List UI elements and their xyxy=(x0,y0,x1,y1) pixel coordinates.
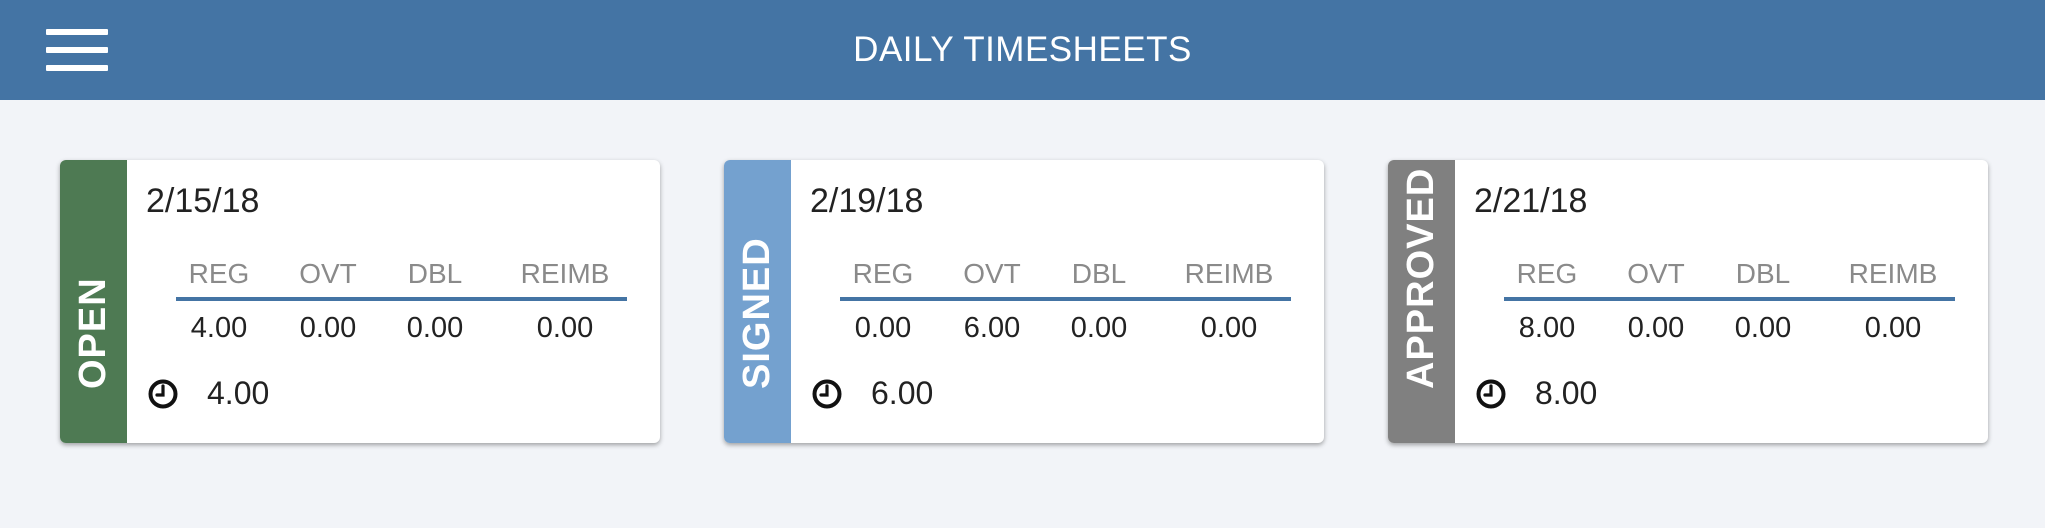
value-reg: 4.00 xyxy=(190,312,248,344)
total-hours: 6.00 xyxy=(871,375,934,411)
value-reimb: 0.00 xyxy=(536,312,594,344)
column-header-reg: REG xyxy=(188,258,250,289)
total-hours: 4.00 xyxy=(207,375,270,411)
status-label: APPROVED xyxy=(1400,167,1442,389)
column-header-ovt: OVT xyxy=(1627,258,1685,289)
column-header-reg: REG xyxy=(1516,258,1578,289)
column-header-reimb: REIMB xyxy=(1848,258,1938,289)
total-hours: 8.00 xyxy=(1535,375,1598,411)
clock-icon xyxy=(1476,379,1506,409)
value-ovt: 0.00 xyxy=(299,312,357,344)
value-reimb: 0.00 xyxy=(1200,312,1258,344)
value-ovt: 6.00 xyxy=(963,312,1021,344)
value-dbl: 0.00 xyxy=(1070,312,1128,344)
hamburger-menu-icon[interactable] xyxy=(46,27,108,73)
column-header-reimb: REIMB xyxy=(520,258,610,289)
status-strip: OPEN xyxy=(60,160,127,443)
status-strip: APPROVED xyxy=(1388,160,1455,443)
column-divider xyxy=(1504,297,1955,301)
column-header-dbl: DBL xyxy=(1735,258,1791,289)
timesheet-date: 2/21/18 xyxy=(1474,182,1588,220)
page-title: DAILY TIMESHEETS xyxy=(853,30,1192,69)
value-reg: 8.00 xyxy=(1518,312,1576,344)
timesheet-card-open[interactable]: OPEN 2/15/18 REG OVT DBL REIMB 4.00 0.00… xyxy=(60,160,660,443)
value-dbl: 0.00 xyxy=(406,312,464,344)
clock-icon xyxy=(812,379,842,409)
value-dbl: 0.00 xyxy=(1734,312,1792,344)
column-header-dbl: DBL xyxy=(407,258,463,289)
column-divider xyxy=(176,297,627,301)
timesheet-date: 2/15/18 xyxy=(146,182,260,220)
timesheet-date: 2/19/18 xyxy=(810,182,924,220)
column-header-reimb: REIMB xyxy=(1184,258,1274,289)
timesheet-card-approved[interactable]: APPROVED 2/21/18 REG OVT DBL REIMB 8.00 … xyxy=(1388,160,1988,443)
status-strip: SIGNED xyxy=(724,160,791,443)
column-header-reg: REG xyxy=(852,258,914,289)
status-label: SIGNED xyxy=(736,237,778,389)
status-label: OPEN xyxy=(72,277,114,389)
value-reimb: 0.00 xyxy=(1864,312,1922,344)
value-ovt: 0.00 xyxy=(1627,312,1685,344)
timesheet-card-signed[interactable]: SIGNED 2/19/18 REG OVT DBL REIMB 0.00 6.… xyxy=(724,160,1324,443)
top-bar: DAILY TIMESHEETS xyxy=(0,0,2045,100)
column-header-ovt: OVT xyxy=(963,258,1021,289)
value-reg: 0.00 xyxy=(854,312,912,344)
column-header-dbl: DBL xyxy=(1071,258,1127,289)
column-divider xyxy=(840,297,1291,301)
column-header-ovt: OVT xyxy=(299,258,357,289)
clock-icon xyxy=(148,379,178,409)
